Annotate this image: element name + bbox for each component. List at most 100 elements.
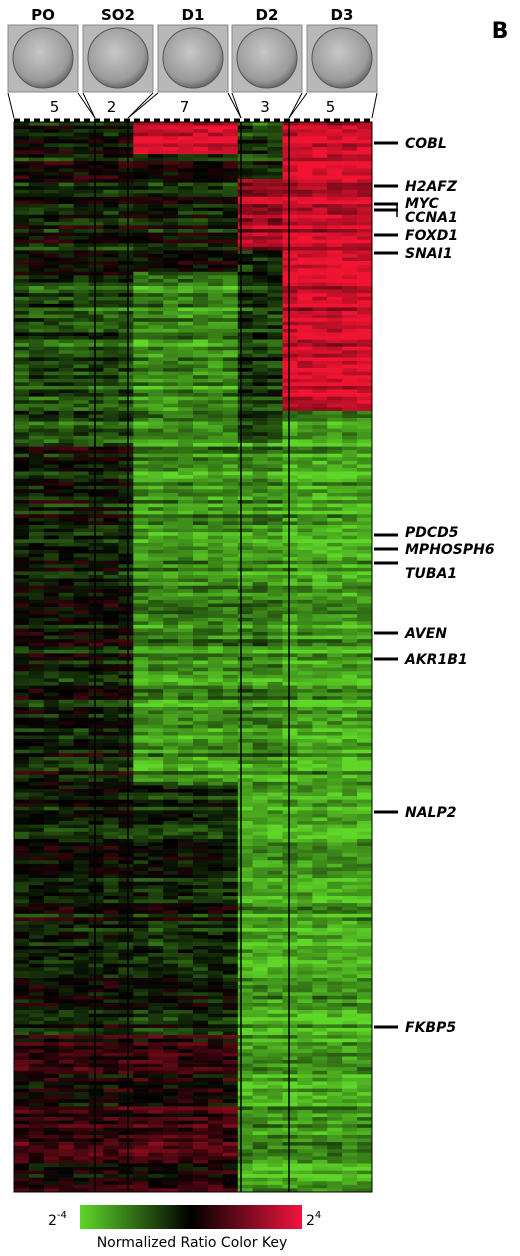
heat-cell	[148, 129, 164, 133]
heat-cell	[327, 475, 343, 479]
heat-cell	[88, 592, 104, 597]
heat-cell	[58, 731, 74, 736]
heat-cell	[252, 632, 268, 636]
heat-cell	[342, 778, 358, 783]
heat-cell	[133, 407, 149, 412]
heat-cell	[312, 485, 328, 490]
heat-cell	[133, 161, 149, 166]
heat-cell	[222, 229, 239, 233]
heat-cell	[58, 239, 74, 244]
heat-cell	[133, 542, 149, 547]
heat-cell	[103, 343, 119, 347]
heat-cell	[207, 139, 224, 144]
heat-cell	[237, 393, 253, 397]
heat-cell	[178, 318, 194, 323]
heat-cell	[148, 407, 164, 412]
heat-cell	[14, 510, 30, 515]
heat-cell	[14, 699, 30, 704]
heat-cell	[58, 439, 74, 444]
heat-cell	[207, 157, 224, 162]
heat-cell	[342, 407, 358, 412]
heat-cell	[357, 193, 373, 198]
heat-cell	[312, 856, 328, 861]
heat-cell	[133, 771, 149, 775]
heat-cell	[43, 403, 60, 408]
heat-cell	[297, 218, 313, 223]
heat-cell	[28, 129, 45, 133]
heat-cell	[133, 846, 149, 850]
heat-cell	[118, 760, 134, 765]
heat-cell	[312, 589, 328, 594]
heat-cell	[252, 521, 268, 526]
heat-cell	[207, 528, 224, 533]
heat-cell	[118, 439, 134, 444]
heat-cell	[357, 318, 373, 323]
heat-cell	[252, 464, 268, 469]
heat-cell	[207, 211, 224, 216]
heat-cell	[297, 628, 313, 633]
heat-cell	[118, 339, 134, 344]
heat-cell	[14, 742, 30, 747]
heat-cell	[103, 624, 119, 629]
heat-cell	[163, 521, 179, 526]
heat-cell	[43, 336, 60, 340]
heat-cell	[43, 410, 60, 415]
heat-cell	[58, 596, 74, 601]
heat-cell	[58, 710, 74, 715]
heat-cell	[207, 132, 224, 137]
heat-cell	[28, 453, 45, 458]
heat-cell	[178, 482, 194, 487]
heat-cell	[342, 467, 358, 472]
heat-cell	[133, 393, 149, 397]
heat-cell	[118, 856, 134, 861]
heat-cell	[357, 724, 373, 729]
heat-cell	[267, 810, 283, 815]
heat-cell	[148, 585, 164, 590]
heat-cell	[28, 261, 45, 265]
heat-cell	[237, 360, 253, 365]
heat-cell	[14, 207, 30, 212]
heat-cell	[312, 400, 328, 405]
heat-cell	[73, 168, 89, 173]
heat-cell	[252, 753, 268, 758]
heat-cell	[252, 660, 268, 665]
heat-cell	[43, 321, 60, 326]
heat-cell	[312, 788, 328, 793]
heat-cell	[327, 764, 343, 768]
heat-cell	[148, 446, 164, 451]
heat-cell	[178, 403, 194, 408]
heat-cell	[207, 418, 224, 422]
heat-cell	[193, 781, 209, 786]
heat-cell	[73, 817, 89, 822]
heat-cell	[178, 596, 194, 601]
heat-cell	[282, 464, 298, 469]
heat-cell	[73, 574, 89, 579]
heat-cell	[357, 343, 373, 347]
heat-cell	[237, 257, 253, 262]
heat-cell	[28, 225, 45, 230]
heat-cell	[103, 300, 119, 305]
heat-cell	[312, 842, 328, 847]
heat-cell	[163, 810, 179, 815]
heat-cell	[148, 535, 164, 540]
heat-cell	[237, 168, 253, 173]
heat-cell	[14, 261, 30, 265]
heat-cell	[58, 207, 74, 212]
heat-cell	[342, 542, 358, 547]
heat-cell	[267, 218, 283, 223]
heat-cell	[73, 599, 89, 604]
heat-cell	[73, 678, 89, 683]
heat-cell	[28, 507, 45, 512]
heat-cell	[312, 582, 328, 586]
heat-cell	[73, 410, 89, 415]
heat-cell	[282, 628, 298, 633]
heat-cell	[207, 236, 224, 240]
heat-cell	[103, 360, 119, 365]
heat-cell	[357, 275, 373, 280]
heat-cell	[133, 560, 149, 565]
heat-cell	[342, 735, 358, 740]
heat-cell	[193, 428, 209, 433]
heat-cell	[28, 364, 45, 369]
heat-cell	[43, 154, 60, 158]
heat-cell	[103, 574, 119, 579]
